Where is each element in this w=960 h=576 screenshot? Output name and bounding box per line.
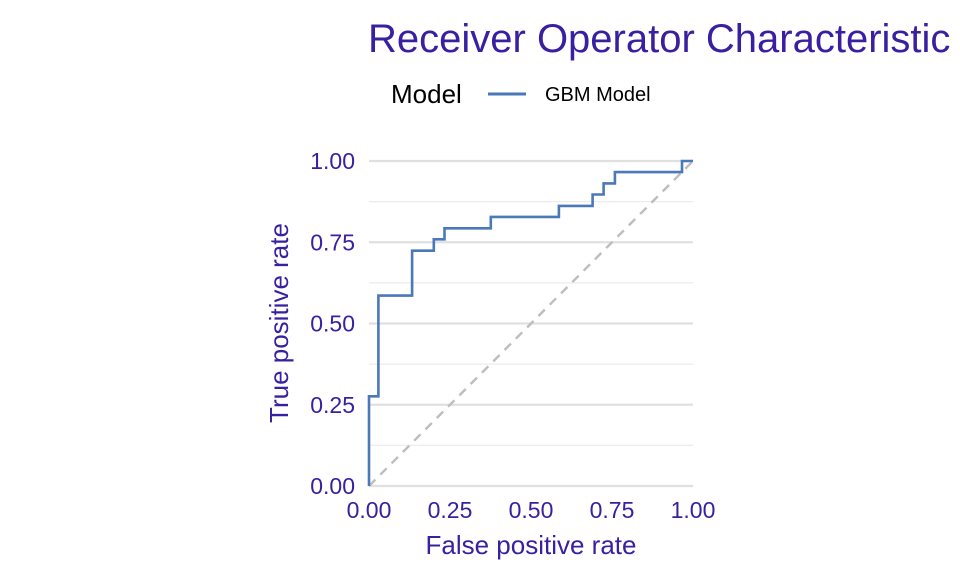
y-tick-label: 0.25	[310, 392, 355, 418]
x-tick-label: 0.00	[347, 497, 392, 523]
y-tick-label: 1.00	[310, 148, 355, 174]
y-tick-label: 0.50	[310, 311, 355, 337]
y-tick-label: 0.75	[310, 229, 355, 255]
y-axis-title: True positive rate	[264, 223, 294, 423]
x-tick-label: 1.00	[671, 497, 716, 523]
legend-label-gbm-model: GBM Model	[545, 84, 651, 106]
x-tick-label: 0.25	[428, 497, 473, 523]
x-tick-label: 0.75	[590, 497, 635, 523]
x-axis-title: False positive rate	[426, 530, 637, 560]
y-tick-label: 0.00	[310, 473, 355, 499]
x-axis-ticks: 0.00 0.25 0.50 0.75 1.00	[347, 497, 716, 523]
y-axis-ticks: 0.00 0.25 0.50 0.75 1.00	[310, 148, 355, 499]
chart-title: Receiver Operator Characteristic	[368, 17, 950, 61]
reference-diagonal-line	[368, 160, 694, 487]
x-tick-label: 0.50	[509, 497, 554, 523]
legend-title: Model	[391, 79, 462, 109]
roc-curve-gbm-model	[367, 159, 693, 486]
